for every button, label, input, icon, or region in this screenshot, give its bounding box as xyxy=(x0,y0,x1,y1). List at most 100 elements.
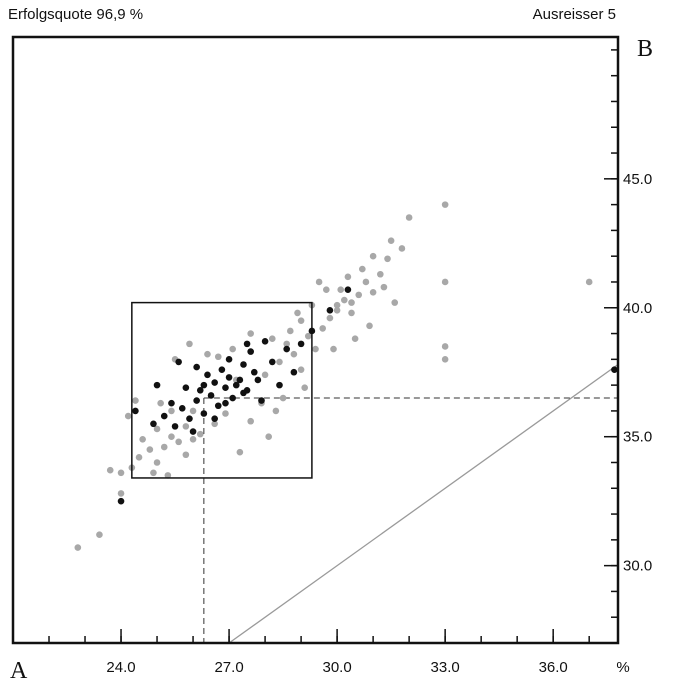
outer-data-point xyxy=(315,278,323,286)
outer-data-point xyxy=(441,343,449,350)
y-tick-label: 45.0 xyxy=(623,171,652,188)
inner-data-point xyxy=(196,386,204,394)
outer-data-point xyxy=(247,417,254,425)
outer-data-point xyxy=(441,201,449,208)
inner-data-point xyxy=(211,379,218,386)
inner-data-point xyxy=(207,392,215,399)
outer-data-point xyxy=(175,438,182,446)
outer-data-point xyxy=(153,425,161,433)
x-tick-label: 36.0 xyxy=(539,659,568,676)
outer-data-point xyxy=(405,214,413,221)
inner-data-point xyxy=(229,394,236,402)
inner-data-point xyxy=(258,397,265,404)
identity-line xyxy=(228,363,619,644)
plot-frame xyxy=(11,35,620,645)
y-tick-label: 40.0 xyxy=(623,300,652,317)
inner-data-point xyxy=(297,340,305,348)
inner-data-point xyxy=(290,368,298,376)
outer-data-point xyxy=(222,410,229,417)
outer-data-point xyxy=(153,459,161,466)
inner-data-point xyxy=(168,399,175,407)
outer-data-point xyxy=(369,288,377,296)
inner-data-point xyxy=(189,428,197,435)
inner-data-point xyxy=(200,381,208,389)
outer-data-point xyxy=(168,407,175,415)
outer-data-point xyxy=(441,278,449,286)
inner-data-point xyxy=(171,423,179,430)
outer-data-point xyxy=(106,466,114,474)
outer-data-point xyxy=(135,454,143,461)
inner-data-point xyxy=(225,356,233,363)
x-tick-label: 33.0 xyxy=(431,659,460,676)
inner-data-point xyxy=(193,397,200,404)
x-tick-label: 24.0 xyxy=(106,659,135,676)
outer-data-point xyxy=(297,366,305,373)
outer-data-point xyxy=(132,397,139,404)
outer-data-point xyxy=(319,325,327,332)
outer-data-point xyxy=(366,322,373,330)
outer-data-point xyxy=(168,433,175,441)
inner-data-point xyxy=(117,497,125,505)
inner-data-point xyxy=(232,381,240,389)
outer-data-point xyxy=(196,430,204,438)
outer-data-point xyxy=(164,472,172,479)
outer-data-point xyxy=(304,332,312,340)
inner-data-point xyxy=(211,415,218,422)
outer-data-point xyxy=(326,314,334,322)
inner-data-point xyxy=(218,366,226,373)
outer-data-point xyxy=(362,278,370,286)
inner-data-point xyxy=(268,358,276,366)
outer-data-point xyxy=(387,237,395,245)
inner-data-point xyxy=(344,286,352,294)
outer-data-point xyxy=(355,291,363,299)
outer-data-point xyxy=(272,407,280,415)
outer-data-point xyxy=(74,544,82,551)
inner-data-point xyxy=(261,337,269,345)
outer-data-point xyxy=(351,335,359,343)
outer-data-point xyxy=(384,255,391,263)
y-tick-label: 30.0 xyxy=(623,558,652,575)
outer-data-point xyxy=(369,252,377,260)
inner-box xyxy=(131,301,313,479)
inner-data-point xyxy=(132,407,139,415)
outer-data-point xyxy=(186,340,193,348)
outer-data-point xyxy=(290,350,298,358)
outer-data-point xyxy=(380,283,388,291)
outer-data-point xyxy=(236,448,244,456)
inner-data-point xyxy=(243,340,251,348)
inner-data-point xyxy=(153,381,161,389)
outer-data-point xyxy=(337,286,345,294)
x-tick-label: 27.0 xyxy=(214,659,243,676)
inner-data-point xyxy=(222,399,229,407)
outer-data-point xyxy=(391,299,399,306)
outlier-count-label: Ausreisser 5 xyxy=(532,6,616,23)
inner-data-point xyxy=(254,376,262,384)
outer-data-point xyxy=(312,345,319,353)
inner-data-point xyxy=(236,376,244,384)
inner-data-point xyxy=(222,384,229,392)
inner-data-point xyxy=(225,374,233,381)
corner-label-b: B xyxy=(637,36,653,62)
inner-data-point xyxy=(240,389,247,397)
inner-data-point xyxy=(276,381,283,389)
outer-data-point xyxy=(265,433,272,441)
outer-data-point xyxy=(229,345,236,353)
outer-data-point xyxy=(214,353,222,361)
outer-data-point xyxy=(398,245,406,252)
inner-data-point xyxy=(178,405,186,412)
outer-data-point xyxy=(279,394,287,402)
outer-data-point xyxy=(268,335,276,343)
outer-data-point xyxy=(330,345,337,353)
success-rate-label: Erfolgsquote 96,9 % xyxy=(8,6,144,23)
outer-data-point xyxy=(348,299,355,306)
outer-data-point xyxy=(297,317,305,324)
inner-data-point xyxy=(250,368,258,376)
inner-data-point xyxy=(175,358,182,366)
outer-data-point xyxy=(348,309,355,317)
outer-data-point xyxy=(189,435,197,443)
inner-data-point xyxy=(240,361,247,368)
inner-data-point xyxy=(182,384,190,392)
outer-data-point xyxy=(441,356,449,363)
outer-data-point xyxy=(585,278,593,286)
